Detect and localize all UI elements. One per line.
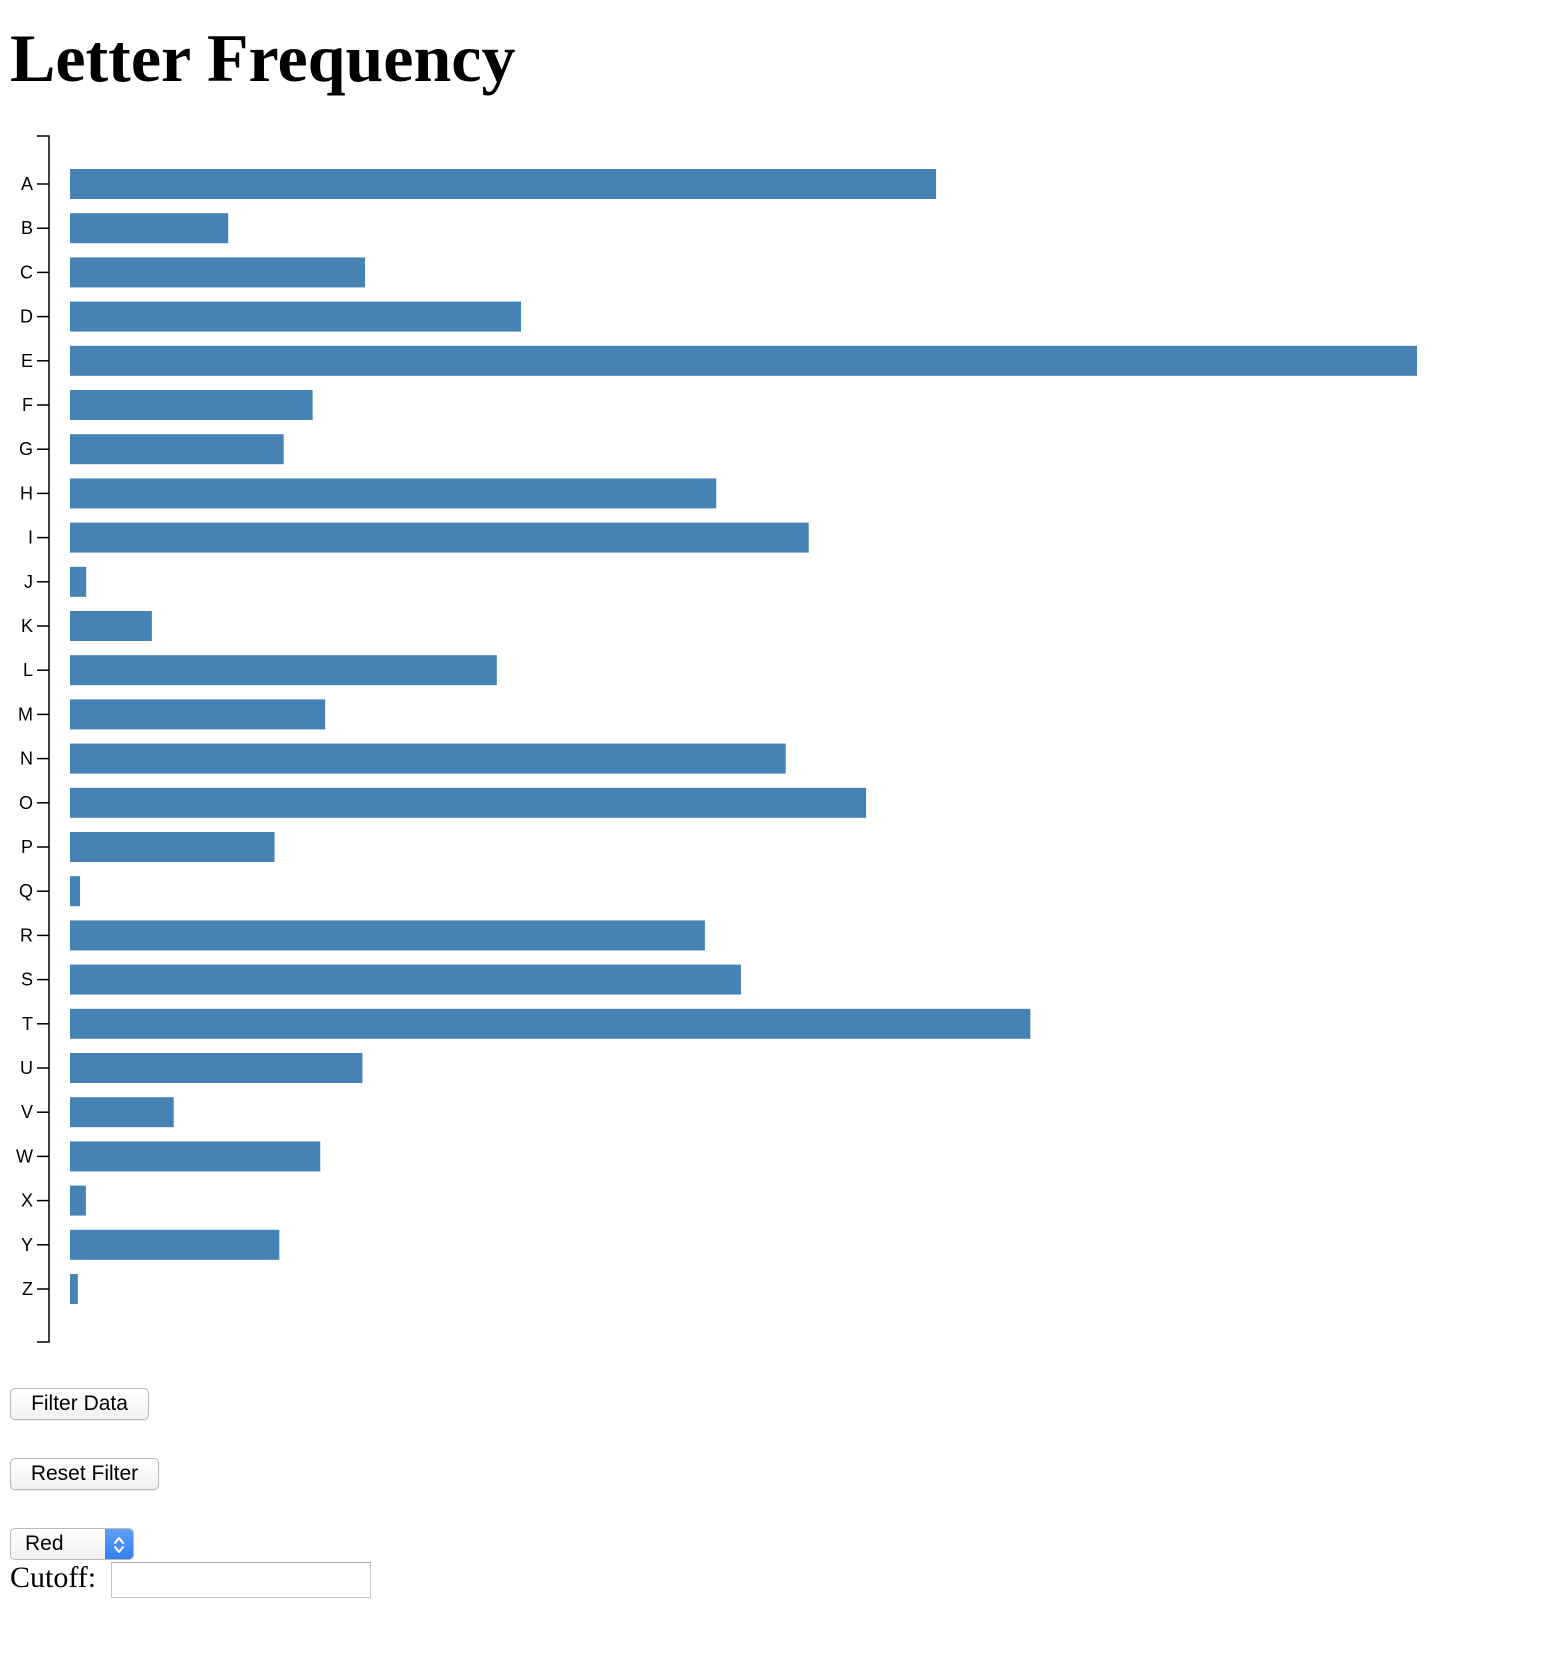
bar-s <box>70 964 741 995</box>
bar-q <box>70 876 81 907</box>
bar-j <box>70 566 87 597</box>
bar-t <box>70 1008 1031 1039</box>
y-tick-label: V <box>21 1102 33 1122</box>
bar-x <box>70 1185 86 1216</box>
bar-k <box>70 611 152 641</box>
bar-g <box>70 434 284 465</box>
bar-i <box>70 522 809 553</box>
color-select-value: Red <box>25 1532 64 1555</box>
cutoff-input[interactable] <box>111 1562 371 1598</box>
bar-l <box>70 655 497 686</box>
y-tick-label: Z <box>22 1279 33 1299</box>
y-tick-label: T <box>22 1014 33 1034</box>
filter-data-button[interactable]: Filter Data <box>10 1388 149 1420</box>
bar-z <box>70 1274 78 1304</box>
bar-e <box>70 345 1417 376</box>
y-tick-label: Q <box>19 881 33 901</box>
y-axis-line <box>37 135 50 1343</box>
bar-d <box>70 301 522 332</box>
cutoff-label: Cutoff: <box>10 1561 97 1594</box>
bar-w <box>70 1141 321 1172</box>
y-tick-label: I <box>28 528 33 548</box>
y-tick-label: Y <box>21 1235 33 1255</box>
bar-u <box>70 1053 363 1083</box>
bar-f <box>70 390 313 420</box>
bar-o <box>70 787 867 818</box>
bar-m <box>70 699 326 730</box>
bar-c <box>70 257 366 288</box>
bar-r <box>70 920 705 951</box>
y-tick-label: F <box>22 395 33 415</box>
bar-y <box>70 1229 280 1260</box>
y-tick-label: E <box>21 351 33 371</box>
y-tick-label: M <box>18 704 33 724</box>
y-tick-label: K <box>21 616 33 636</box>
color-select[interactable]: Red <box>10 1528 134 1560</box>
y-tick-label: A <box>21 174 33 194</box>
select-arrows-icon <box>105 1529 133 1559</box>
y-tick-label: L <box>23 660 33 680</box>
y-tick-label: P <box>21 837 33 857</box>
y-axis: A B C D E F G H I J K L M N O P Q R S T U V W X Y Z <box>16 135 50 1343</box>
y-tick-label: C <box>20 262 33 282</box>
y-tick-label: D <box>20 307 33 327</box>
bar-v <box>70 1097 174 1128</box>
reset-filter-button[interactable]: Reset Filter <box>10 1458 159 1490</box>
y-tick-label: W <box>16 1146 33 1166</box>
bar-n <box>70 743 786 774</box>
y-tick-label: N <box>20 749 33 769</box>
page-title: Letter Frequency <box>10 20 516 96</box>
bars <box>70 169 1417 1304</box>
y-tick-label: U <box>20 1058 33 1078</box>
y-tick-label: O <box>19 793 33 813</box>
y-tick-label: R <box>20 925 33 945</box>
bar-h <box>70 478 717 509</box>
y-tick-label: G <box>19 439 33 459</box>
y-tick-label: X <box>21 1191 33 1211</box>
y-tick-label: S <box>21 970 33 990</box>
bar-a <box>70 169 937 199</box>
y-tick-label: B <box>21 218 33 238</box>
y-tick-label: H <box>20 483 33 503</box>
bar-p <box>70 832 275 862</box>
bar-b <box>70 213 229 244</box>
letter-frequency-chart: A B C D E F G H I J K L M N O P Q R S T U V W X Y Z <box>16 135 1417 1343</box>
y-tick-label: J <box>24 572 33 592</box>
